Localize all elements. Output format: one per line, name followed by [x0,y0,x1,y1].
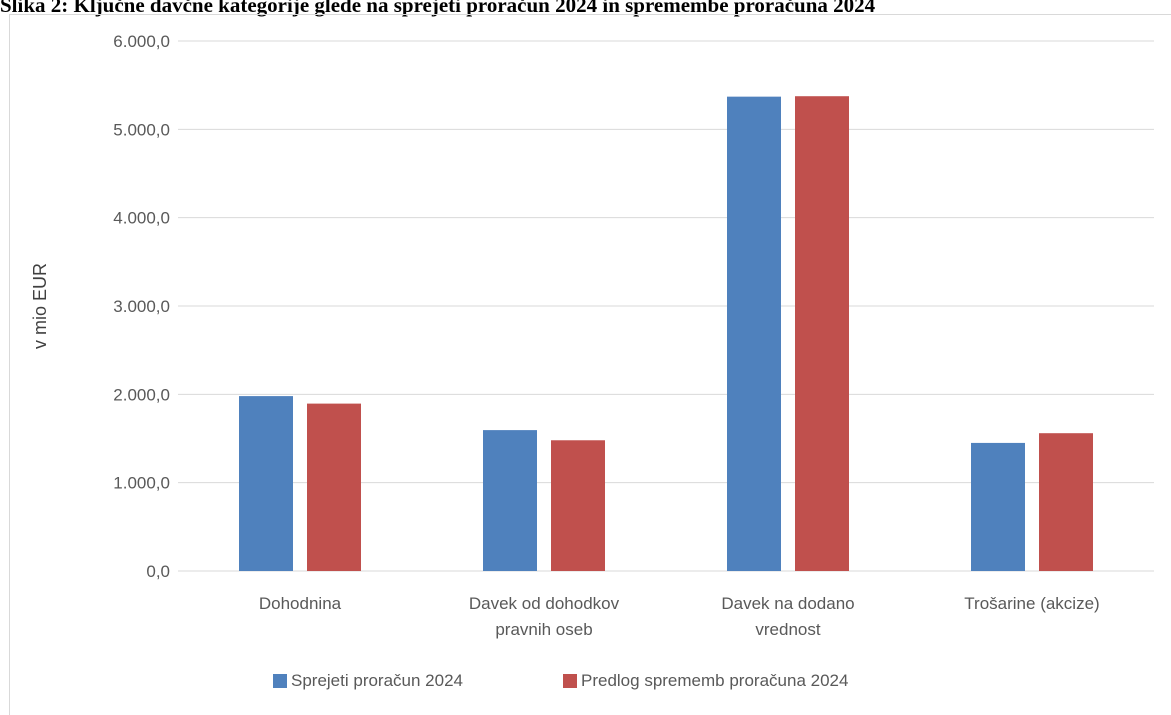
x-category-label: pravnih oseb [495,620,592,639]
figure-caption: Slika 2: Ključne davčne kategorije glede… [0,0,876,17]
bar-predlog [795,96,849,571]
y-axis-title: v mio EUR [30,263,50,349]
bar-predlog [1039,433,1093,571]
bar-sprejeti [971,442,1025,571]
legend-swatch [563,674,577,688]
x-category-label: Davek na dodano [721,594,854,613]
legend-label: Sprejeti proračun 2024 [291,671,463,690]
bar-sprejeti [483,430,537,571]
chart-frame: 0,0 1.000,0 2.000,0 3.000,0 4.000,0 5.000,0 6.… [9,14,1171,715]
bar-sprejeti [727,96,781,572]
legend-swatch [273,674,287,688]
y-tick-label: 1.000,0 [113,474,170,493]
y-tick-label: 4.000,0 [113,209,170,228]
y-tick-label: 0,0 [146,562,170,581]
y-tick-label: 3.000,0 [113,297,170,316]
bar-predlog [551,440,605,571]
x-category-label: Davek od dohodkov [469,594,620,613]
y-tick-label: 2.000,0 [113,385,170,404]
x-category-label: Trošarine (akcize) [964,594,1099,613]
y-tick-label: 5.000,0 [113,120,170,139]
bar-sprejeti [239,396,293,571]
x-category-label: vrednost [755,620,820,639]
x-category-label: Dohodnina [259,594,342,613]
y-tick-label: 6.000,0 [113,32,170,51]
legend-label: Predlog sprememb proračuna 2024 [581,671,848,690]
bar-predlog [307,403,361,571]
bar-chart: 0,0 1.000,0 2.000,0 3.000,0 4.000,0 5.000,0 6.… [30,32,1154,690]
